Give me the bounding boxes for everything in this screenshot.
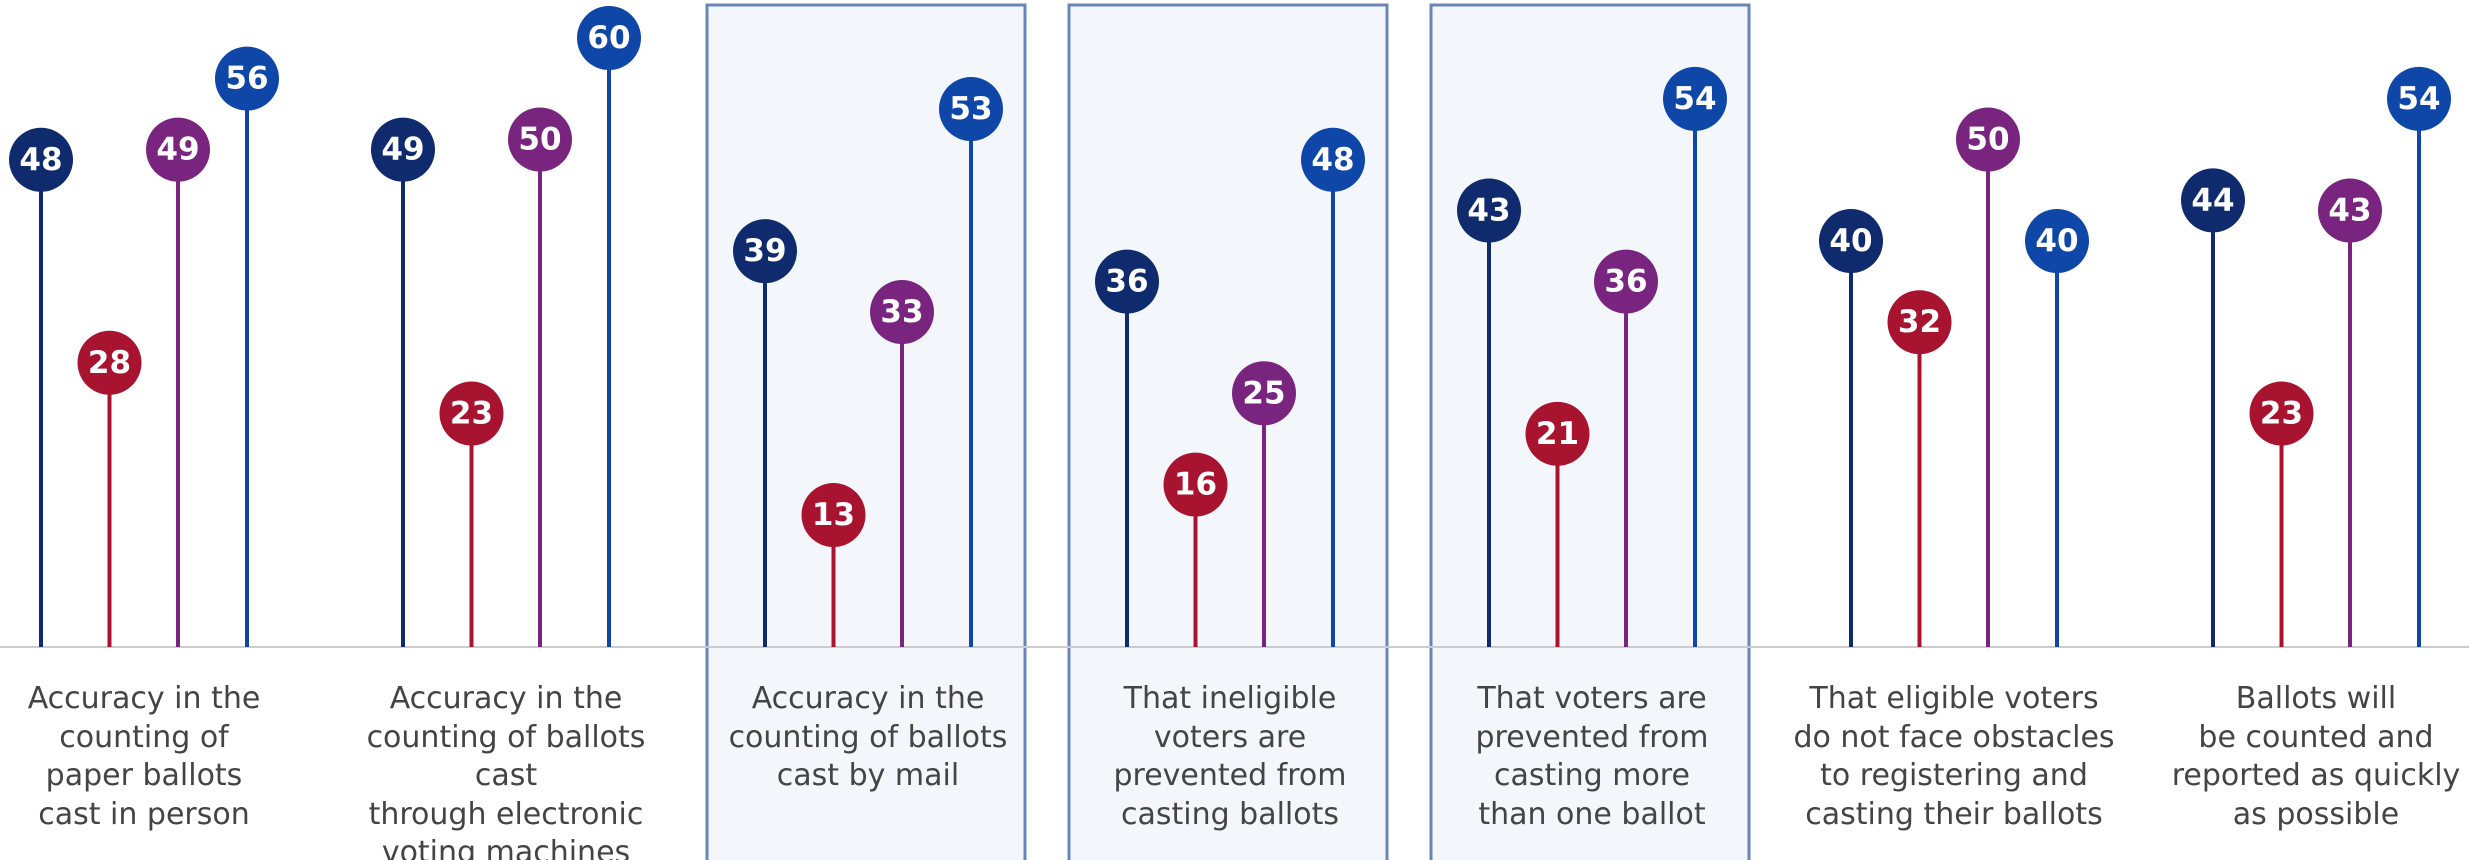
- dot: [733, 219, 797, 284]
- value-label: 43: [1467, 193, 1510, 229]
- dot: [2387, 66, 2451, 131]
- value-label: 48: [1311, 142, 1354, 178]
- value-label: 44: [2191, 182, 2234, 218]
- category-label: That ineligible voters are prevented fro…: [1113, 681, 1347, 832]
- dot: [371, 117, 435, 182]
- dot: [1525, 401, 1590, 466]
- value-label: 33: [880, 294, 923, 330]
- dot: [1232, 361, 1296, 426]
- dot: [77, 330, 142, 395]
- value-label: 50: [518, 122, 561, 158]
- value-label: 25: [1242, 375, 1285, 411]
- dot: [1663, 66, 1727, 131]
- dot: [2249, 381, 2314, 446]
- dot: [577, 6, 641, 70]
- category-label: Ballots will be counted and reported as …: [2171, 681, 2461, 832]
- dot: [1301, 127, 1365, 192]
- category-label: Accuracy in the counting of ballots cast…: [366, 681, 646, 860]
- dot: [1457, 178, 1521, 243]
- value-label: 23: [450, 396, 493, 432]
- dot: [1819, 209, 1883, 273]
- dot: [146, 117, 210, 182]
- value-label: 49: [156, 132, 199, 168]
- dot: [1594, 249, 1658, 314]
- value-label: 54: [2397, 81, 2440, 117]
- dot: [1887, 290, 1952, 355]
- value-label: 40: [1829, 223, 1872, 259]
- value-label: 56: [225, 61, 268, 97]
- category-label: Accuracy in the counting of ballots cast…: [728, 681, 1008, 793]
- category-label: Accuracy in the counting of paper ballot…: [27, 681, 261, 832]
- value-label: 53: [949, 91, 992, 127]
- value-label: 39: [743, 233, 786, 269]
- value-label: 36: [1604, 264, 1647, 300]
- value-label: 50: [1966, 122, 2009, 158]
- dot: [508, 107, 572, 172]
- value-label: 60: [587, 20, 630, 56]
- dot: [870, 280, 934, 345]
- dot: [2318, 178, 2382, 243]
- dot: [1095, 249, 1159, 314]
- value-label: 21: [1536, 416, 1579, 452]
- value-label: 43: [2328, 193, 2371, 229]
- dot: [215, 46, 279, 111]
- dot: [1163, 452, 1228, 517]
- dot: [801, 483, 866, 548]
- value-label: 28: [88, 345, 131, 381]
- value-label: 40: [2035, 223, 2078, 259]
- dot: [2025, 209, 2089, 273]
- dot: [2181, 168, 2245, 233]
- dot: [939, 77, 1003, 142]
- dot: [9, 127, 73, 192]
- value-label: 23: [2260, 396, 2303, 432]
- category-label: That voters are prevented from casting m…: [1475, 681, 1709, 832]
- value-label: 48: [19, 142, 62, 178]
- value-label: 32: [1898, 304, 1941, 340]
- value-label: 13: [812, 497, 855, 533]
- category-label: That eligible voters do not face obstacl…: [1793, 681, 2115, 832]
- value-label: 49: [381, 132, 424, 168]
- value-label: 54: [1673, 81, 1716, 117]
- value-label: 36: [1105, 264, 1148, 300]
- value-label: 16: [1174, 467, 1217, 503]
- dot: [439, 381, 504, 446]
- dot: [1956, 107, 2020, 172]
